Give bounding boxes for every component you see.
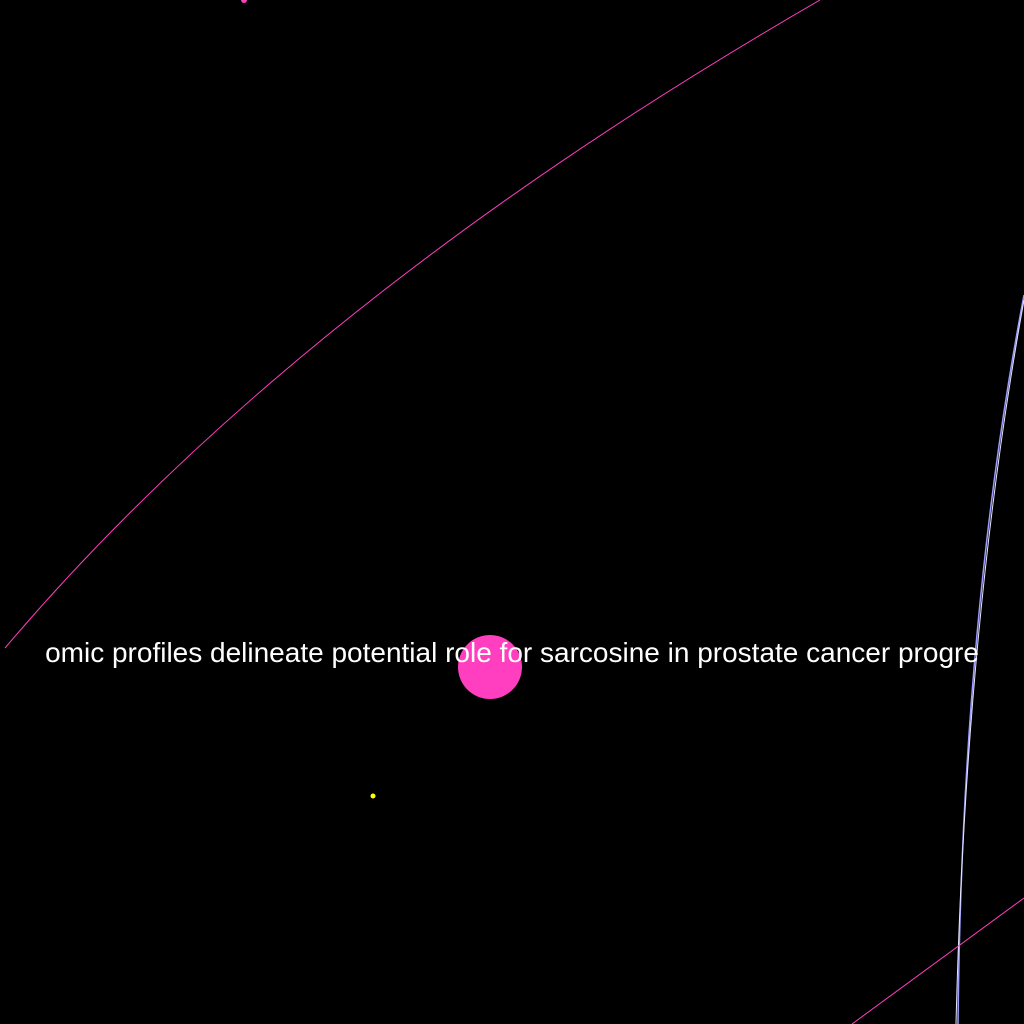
top-edge-node[interactable] [241,0,247,3]
focus-node[interactable] [458,635,522,699]
edge-curve-top [4,0,821,649]
edge-line-bottom-right [851,897,1024,1024]
edge-curve-right-outer [957,294,1024,1024]
edge-curve-right-inner [955,299,1024,1024]
small-yellow-node[interactable] [370,793,376,799]
